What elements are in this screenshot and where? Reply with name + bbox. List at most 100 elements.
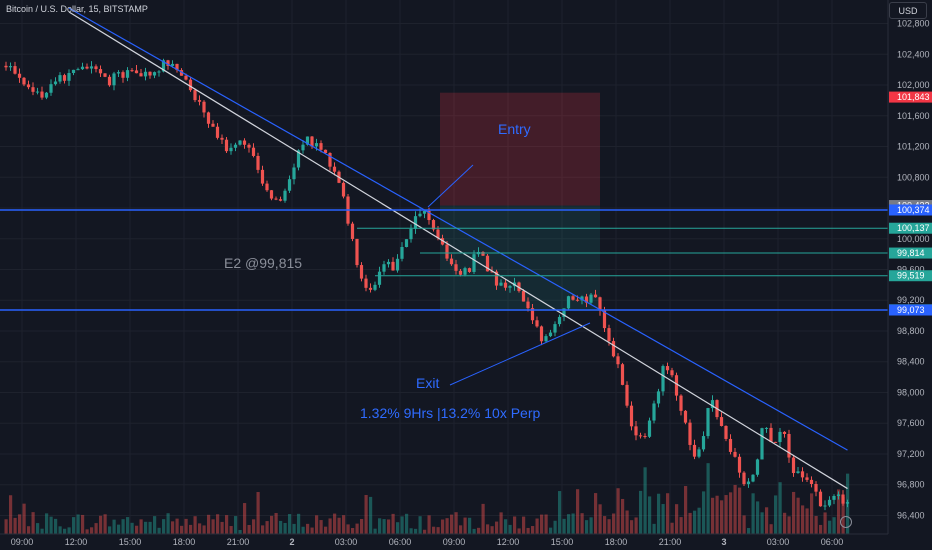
- candle-body: [296, 150, 301, 168]
- volume-bar: [688, 512, 692, 534]
- volume-bar: [234, 516, 238, 534]
- volume-bar: [468, 517, 472, 534]
- candle-body: [602, 310, 607, 329]
- candle-body: [17, 73, 22, 78]
- volume-bar: [495, 521, 499, 534]
- candle-body: [692, 444, 697, 457]
- candle-body: [359, 265, 364, 279]
- volume-bar: [324, 526, 328, 534]
- candle-body: [211, 123, 215, 127]
- volume-bar: [549, 527, 553, 534]
- volume-bar: [135, 525, 139, 534]
- price-tick-label: 96,800: [897, 480, 925, 490]
- entry-label: Entry: [498, 121, 531, 137]
- candle-body: [373, 284, 377, 290]
- trendline-lower: [68, 11, 848, 490]
- price-tag: [889, 270, 932, 282]
- volume-bar: [837, 489, 841, 534]
- candle-body: [143, 71, 148, 77]
- candle-body: [485, 255, 490, 272]
- candle-body: [787, 433, 791, 458]
- volume-bar: [103, 514, 107, 534]
- candle-body: [364, 278, 368, 288]
- volume-bar: [144, 521, 148, 534]
- volume-bar: [634, 517, 638, 534]
- volume-bar: [261, 525, 265, 534]
- candle-body: [508, 286, 512, 288]
- plot-area: [0, 7, 888, 534]
- candle-body: [278, 199, 283, 201]
- volume-bar: [697, 507, 701, 534]
- time-tick-label: 06:00: [389, 537, 412, 547]
- candle-body: [530, 308, 535, 321]
- price-tick-label: 96,400: [897, 510, 925, 520]
- candle-body: [94, 66, 98, 70]
- candle-body: [148, 71, 152, 76]
- volume-bar: [652, 523, 656, 534]
- volume-bar: [792, 491, 796, 534]
- candle-body: [53, 81, 58, 85]
- volume-bar: [504, 519, 508, 534]
- price-tick-label: 98,000: [897, 387, 925, 397]
- time-tick-label: 09:00: [11, 537, 34, 547]
- volume-bar: [373, 528, 377, 534]
- price-tag-label: 100,137: [897, 223, 930, 233]
- currency-button[interactable]: USD: [889, 2, 927, 19]
- candle-body: [49, 84, 53, 93]
- volume-bar: [769, 524, 773, 534]
- volume-bar: [486, 524, 490, 534]
- candle-body: [112, 73, 116, 86]
- volume-bar: [238, 529, 242, 534]
- candle-body: [323, 149, 328, 154]
- chart-settings-icon[interactable]: [840, 516, 852, 528]
- volume-bar: [346, 524, 350, 534]
- candle-body: [548, 332, 553, 337]
- volume-bar: [747, 528, 751, 534]
- volume-bar: [166, 513, 170, 534]
- volume-bar: [189, 524, 193, 534]
- volume-bar: [630, 520, 634, 534]
- candle-body: [746, 481, 751, 485]
- volume-bar: [639, 490, 643, 534]
- volume-bar: [517, 528, 521, 534]
- volume-bar: [603, 516, 607, 534]
- candle-body: [310, 136, 314, 147]
- volume-bar: [310, 527, 314, 534]
- candle-body: [454, 264, 458, 271]
- time-tick-label: 18:00: [605, 537, 628, 547]
- candle-body: [386, 261, 391, 265]
- candle-body: [643, 435, 647, 437]
- volume-bar: [625, 510, 629, 534]
- volume-bar: [774, 495, 778, 534]
- price-tag: [889, 91, 932, 103]
- volume-bar: [225, 515, 229, 534]
- volume-bar: [328, 518, 332, 534]
- candle-body: [800, 471, 805, 478]
- candle-body: [845, 502, 850, 504]
- volume-bar: [243, 503, 247, 534]
- candle-body: [202, 101, 206, 113]
- price-tag-label: 99,073: [897, 305, 925, 315]
- volume-bar: [720, 500, 724, 534]
- candle-body: [80, 66, 85, 70]
- candle-body: [224, 139, 229, 152]
- candle-body: [463, 268, 467, 275]
- candle-body: [494, 271, 499, 286]
- time-tick-label: 12:00: [497, 537, 520, 547]
- target-zone: [440, 205, 600, 312]
- candle-body: [256, 155, 260, 170]
- volume-bar: [409, 528, 413, 534]
- volume-bar: [387, 519, 391, 534]
- volume-bar: [760, 512, 764, 534]
- time-tick-label: 03:00: [335, 537, 358, 547]
- candle-body: [710, 400, 715, 409]
- volume-bar: [72, 517, 76, 534]
- candle-body: [413, 216, 418, 229]
- candle-body: [391, 261, 395, 271]
- candle-body: [535, 320, 539, 327]
- volume-bar: [274, 513, 278, 534]
- candle-body: [355, 238, 359, 266]
- volume-bar: [355, 523, 359, 534]
